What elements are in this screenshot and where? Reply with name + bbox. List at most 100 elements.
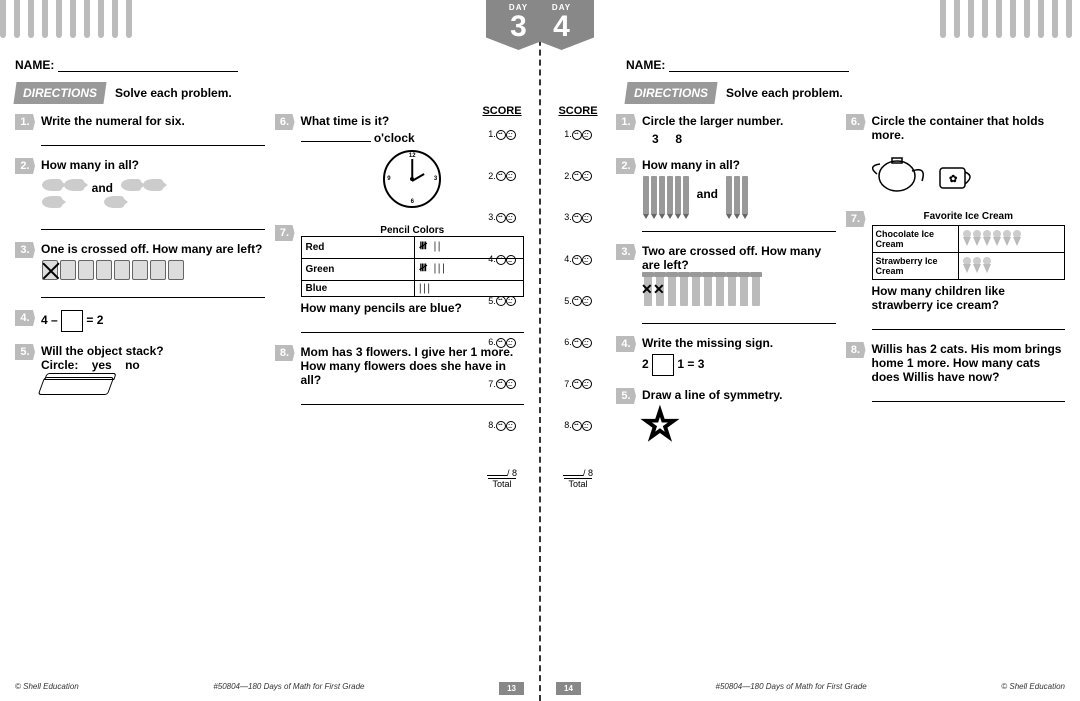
happy-face-icon[interactable]	[496, 213, 506, 223]
page-number: 14	[556, 682, 581, 695]
sad-face-icon[interactable]	[582, 255, 592, 265]
fish-icon	[104, 196, 124, 208]
sad-face-icon[interactable]	[582, 130, 592, 140]
fish-row: and	[41, 178, 265, 195]
sad-face-icon[interactable]	[506, 338, 516, 348]
star-icon[interactable]: ☆	[642, 402, 836, 448]
q5-yes[interactable]: yes	[92, 358, 112, 372]
pencil-icon	[659, 176, 665, 214]
kettle-icon[interactable]	[872, 146, 932, 196]
sad-face-icon[interactable]	[506, 255, 516, 265]
content-columns: 1. Circle the larger number. 3 8 2. How …	[616, 114, 1065, 448]
happy-face-icon[interactable]	[496, 296, 506, 306]
content-columns: 1. Write the numeral for six. 2. How man…	[15, 114, 524, 405]
fish-icon	[143, 179, 163, 191]
bolt-icon	[728, 276, 736, 306]
footer: © Shell Education #50804—180 Days of Mat…	[15, 682, 524, 695]
answer-box[interactable]	[652, 354, 674, 376]
footer: 14 #50804—180 Days of Math for First Gra…	[556, 682, 1065, 695]
pencil-row: and	[642, 176, 836, 214]
q4-eq-right: = 2	[86, 313, 103, 327]
happy-face-icon[interactable]	[496, 379, 506, 389]
sad-face-icon[interactable]	[582, 338, 592, 348]
q5-no[interactable]: no	[125, 358, 140, 372]
can-icon	[96, 260, 112, 280]
sad-face-icon[interactable]	[506, 130, 516, 140]
directions-row: DIRECTIONS Solve each problem.	[626, 82, 1065, 104]
sad-face-icon[interactable]	[506, 379, 516, 389]
qnum-5: 5.	[616, 388, 636, 404]
can-icon	[114, 260, 130, 280]
q2-answer-line[interactable]	[642, 218, 836, 232]
happy-face-icon[interactable]	[572, 338, 582, 348]
q3-answer-line[interactable]	[41, 284, 265, 298]
bolt-icon	[668, 276, 676, 306]
q4-text: Write the missing sign.	[642, 336, 773, 350]
q1-answer-line[interactable]	[41, 132, 265, 146]
question-4: 4. 4 – = 2	[15, 310, 265, 332]
happy-face-icon[interactable]	[496, 255, 506, 265]
q7-answer-line[interactable]	[872, 316, 1066, 330]
answer-box[interactable]	[61, 310, 83, 332]
happy-face-icon[interactable]	[572, 130, 582, 140]
page-left: DAY 3 NAME: DIRECTIONS Solve each proble…	[0, 0, 541, 701]
score-row: 3.	[553, 212, 603, 223]
pencil-icon	[683, 176, 689, 214]
happy-face-icon[interactable]	[496, 130, 506, 140]
happy-face-icon[interactable]	[572, 296, 582, 306]
book-icon	[38, 377, 115, 395]
sad-face-icon[interactable]	[582, 171, 592, 181]
q3-text: Two are crossed off. How many are left?	[642, 244, 821, 272]
directions-badge: DIRECTIONS	[624, 82, 717, 104]
sad-face-icon[interactable]	[506, 421, 516, 431]
copyright: © Shell Education	[1001, 682, 1065, 695]
cone-icon	[972, 230, 982, 246]
q8-answer-line[interactable]	[872, 388, 1066, 402]
happy-face-icon[interactable]	[572, 255, 582, 265]
column-1: 1. Write the numeral for six. 2. How man…	[15, 114, 265, 405]
directions-text: Solve each problem.	[726, 86, 843, 100]
bolt-icon	[704, 276, 712, 306]
q1-opt-b[interactable]: 8	[675, 132, 682, 146]
happy-face-icon[interactable]	[572, 379, 582, 389]
happy-face-icon[interactable]	[572, 171, 582, 181]
q2-answer-line[interactable]	[41, 216, 265, 230]
score-row: 2.	[477, 171, 527, 182]
cup-icon[interactable]: ✿	[935, 156, 980, 196]
sad-face-icon[interactable]	[506, 171, 516, 181]
happy-face-icon[interactable]	[572, 213, 582, 223]
score-column: SCORE 1. 2. 3. 4. 5. 6. 7. 8. / 8 Total	[553, 105, 603, 489]
bolt-icon	[656, 276, 664, 306]
name-input-line[interactable]	[58, 60, 238, 72]
score-header: SCORE	[553, 105, 603, 117]
cone-icon	[992, 230, 1002, 246]
bolt-row	[642, 276, 836, 306]
sad-face-icon[interactable]	[582, 421, 592, 431]
happy-face-icon[interactable]	[496, 338, 506, 348]
name-input-line[interactable]	[669, 60, 849, 72]
q3-answer-line[interactable]	[642, 310, 836, 324]
sad-face-icon[interactable]	[582, 213, 592, 223]
bolt-icon	[716, 276, 724, 306]
bolt-icon	[740, 276, 748, 306]
sad-face-icon[interactable]	[582, 379, 592, 389]
question-8: 8. Willis has 2 cats. His mom brings hom…	[846, 342, 1066, 402]
cone-icon	[1002, 230, 1012, 246]
can-icon	[168, 260, 184, 280]
qnum-3: 3.	[15, 242, 35, 258]
day-number: 4	[529, 12, 594, 42]
qnum-3: 3.	[616, 244, 636, 260]
book-title: #50804—180 Days of Math for First Grade	[716, 682, 867, 695]
happy-face-icon[interactable]	[572, 421, 582, 431]
q6-answer-line[interactable]	[301, 128, 371, 142]
q1-opt-a[interactable]: 3	[652, 132, 659, 146]
top-decoration	[940, 0, 1080, 38]
score-row: 6.	[553, 337, 603, 348]
happy-face-icon[interactable]	[496, 171, 506, 181]
sad-face-icon[interactable]	[506, 213, 516, 223]
q2-text: How many in all?	[642, 158, 740, 172]
happy-face-icon[interactable]	[496, 421, 506, 431]
pencil-icon	[651, 176, 657, 214]
sad-face-icon[interactable]	[582, 296, 592, 306]
sad-face-icon[interactable]	[506, 296, 516, 306]
